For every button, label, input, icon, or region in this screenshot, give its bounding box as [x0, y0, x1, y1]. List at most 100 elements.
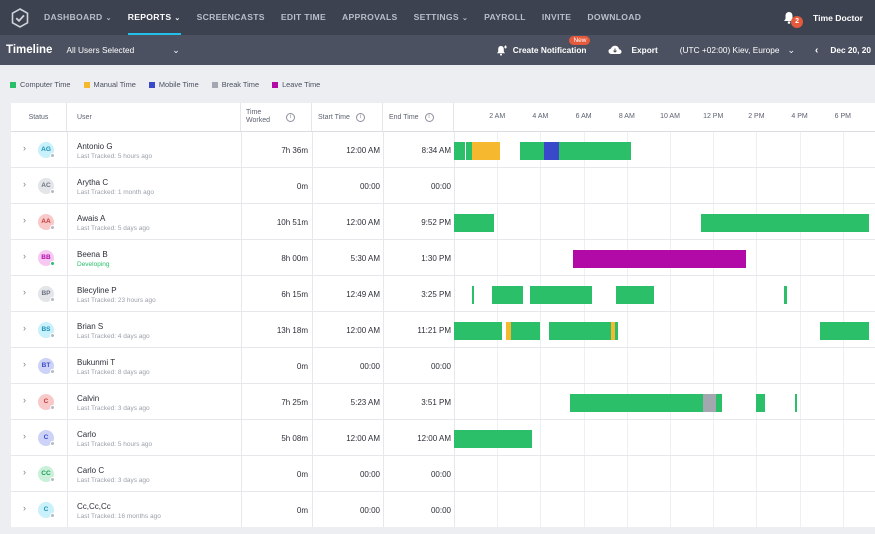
export-button[interactable]: Export [608, 45, 658, 55]
status-indicator [50, 369, 55, 374]
timeline-bar-manual[interactable] [472, 142, 501, 160]
info-icon[interactable]: i [424, 112, 434, 122]
start-time: 12:49 AM [346, 290, 380, 299]
timeline-bar-computer[interactable] [716, 394, 722, 412]
timeline-bar-computer[interactable] [614, 322, 619, 340]
column-header-start-time[interactable]: Start Time i [312, 103, 383, 131]
timeline-bar-computer[interactable] [558, 142, 632, 160]
end-time: 00:00 [430, 362, 451, 371]
timeline-bar-computer[interactable] [756, 394, 766, 412]
table-row[interactable]: › AC Arytha C Last Tracked: 1 month ago 0m 00… [11, 168, 875, 204]
end-time: 9:52 PM [421, 218, 451, 227]
info-icon[interactable]: i [286, 112, 295, 122]
timeline-bar-computer[interactable] [465, 142, 473, 160]
user-name[interactable]: Awais A [77, 214, 106, 223]
timeline-bar-computer[interactable] [471, 286, 474, 304]
user-name[interactable]: Bukunmi T [77, 358, 116, 367]
table-row[interactable]: › BB Beena B Developing 8h 00m 5:30 AM 1:30 PM [11, 240, 875, 276]
column-divider [67, 132, 68, 168]
chevron-down-icon: ⌄ [105, 15, 112, 22]
user-name[interactable]: Beena B [77, 250, 108, 259]
expand-row-chevron-icon[interactable]: › [23, 467, 26, 477]
nav-item-screencasts[interactable]: SCREENCASTS [197, 0, 265, 35]
expand-row-chevron-icon[interactable]: › [23, 215, 26, 225]
timeline-bar-computer[interactable] [511, 322, 541, 340]
timeline-bar-computer[interactable] [454, 142, 465, 160]
table-row[interactable]: › BS Brian S Last Tracked: 4 days ago 13h 18… [11, 312, 875, 348]
timeline-bar-computer[interactable] [519, 142, 544, 160]
expand-row-chevron-icon[interactable]: › [23, 503, 26, 513]
legend-swatch [148, 81, 155, 88]
chevron-down-icon: ⌄ [461, 15, 469, 22]
column-divider [241, 492, 242, 527]
timeline-bar-computer[interactable] [820, 322, 869, 340]
expand-row-chevron-icon[interactable]: › [23, 143, 26, 153]
expand-row-chevron-icon[interactable]: › [23, 359, 26, 369]
column-header-time-worked[interactable]: Time Worked i [241, 103, 312, 131]
timeline-bar-computer[interactable] [491, 286, 524, 304]
hour-label: 6 AM [575, 113, 592, 120]
table-row[interactable]: › C Carlo Last Tracked: 5 hours ago 5h 08m 12… [11, 420, 875, 456]
user-name[interactable]: Calvin [77, 394, 100, 403]
timeline-bar-computer[interactable] [454, 214, 494, 232]
chevron-left-icon[interactable]: ‹ [815, 44, 819, 56]
create-notification-button[interactable]: Create Notification New [496, 35, 591, 56]
user-name[interactable]: Arytha C [77, 178, 109, 187]
status-indicator [50, 297, 55, 302]
timeline-bar-leave[interactable] [572, 250, 746, 268]
time-worked: 7h 25m [281, 398, 308, 407]
nav-item-dashboard[interactable]: DASHBOARD ⌄ [44, 0, 112, 35]
table-row[interactable]: › C Cc,Cc,Cc Last Tracked: 16 months ago 0m 0… [11, 492, 875, 527]
timeline-bar-mobile[interactable] [543, 142, 559, 160]
table-row[interactable]: › CC Carlo C Last Tracked: 3 days ago 0m 00:0… [11, 456, 875, 492]
timeline-bar-computer[interactable] [549, 322, 611, 340]
nav-item-edit-time[interactable]: EDIT TIME [281, 0, 326, 35]
expand-row-chevron-icon[interactable]: › [23, 323, 26, 333]
column-header-end-time[interactable]: End Time i [383, 103, 454, 131]
timeline-bar-computer[interactable] [795, 394, 797, 412]
nav-item-invite[interactable]: INVITE [542, 0, 572, 35]
timeline-bar-manual[interactable] [610, 322, 615, 340]
table-row[interactable]: › C Calvin Last Tracked: 3 days ago 7h 25m 5:… [11, 384, 875, 420]
timeline-bar-computer[interactable] [616, 286, 654, 304]
users-filter-select[interactable]: All Users Selected ⌄ [66, 45, 179, 56]
timeline-bar-computer[interactable] [701, 214, 869, 232]
info-icon[interactable]: i [355, 112, 365, 122]
app-logo-icon[interactable] [10, 7, 30, 28]
user-name[interactable]: Carlo [77, 430, 97, 439]
expand-row-chevron-icon[interactable]: › [23, 287, 26, 297]
start-time: 00:00 [359, 362, 380, 371]
nav-item-approvals[interactable]: APPROVALS [342, 0, 398, 35]
notifications-bell[interactable]: 2 [783, 11, 804, 28]
legend-item-mobile-time: Mobile Time [148, 80, 199, 89]
timeline-bar-break[interactable] [703, 394, 717, 412]
nav-item-download[interactable]: DOWNLOAD [587, 0, 641, 35]
timezone-select[interactable]: (UTC +02:00) Kiev, Europe ⌄ [680, 45, 795, 56]
timeline-bar-computer[interactable] [529, 286, 593, 304]
timeline-bar-computer[interactable] [454, 322, 502, 340]
expand-row-chevron-icon[interactable]: › [23, 431, 26, 441]
timeline-bar-computer[interactable] [570, 394, 704, 412]
user-name[interactable]: Brian S [77, 322, 104, 331]
nav-item-settings[interactable]: SETTINGS ⌄ [414, 0, 469, 35]
table-row[interactable]: › AG Antonio G Last Tracked: 5 hours ago 7h … [11, 132, 875, 168]
time-worked: 5h 08m [281, 434, 308, 443]
expand-row-chevron-icon[interactable]: › [23, 251, 26, 261]
user-name[interactable]: Antonio G [77, 142, 113, 151]
expand-row-chevron-icon[interactable]: › [23, 179, 26, 189]
nav-item-reports[interactable]: REPORTS ⌄ [127, 0, 181, 35]
timeline-bar-computer[interactable] [784, 286, 788, 304]
time-worked: 8h 00m [281, 254, 308, 263]
current-date[interactable]: Dec 20, 20 [830, 45, 871, 55]
table-row[interactable]: › BP Blecyline P Last Tracked: 23 hours ago… [11, 276, 875, 312]
nav-item-payroll[interactable]: PAYROLL [484, 0, 526, 35]
account-name[interactable]: Time Doctor [813, 12, 863, 23]
table-row[interactable]: › BT Bukunmi T Last Tracked: 8 days ago 0m 00… [11, 348, 875, 384]
timeline-bar-manual[interactable] [505, 322, 512, 340]
table-row[interactable]: › AA Awais A Last Tracked: 5 days ago 10h 51… [11, 204, 875, 240]
user-name[interactable]: Carlo C [77, 466, 105, 475]
user-name[interactable]: Cc,Cc,Cc [77, 502, 111, 511]
timeline-bar-computer[interactable] [454, 430, 532, 448]
expand-row-chevron-icon[interactable]: › [23, 395, 26, 405]
user-name[interactable]: Blecyline P [77, 286, 117, 295]
